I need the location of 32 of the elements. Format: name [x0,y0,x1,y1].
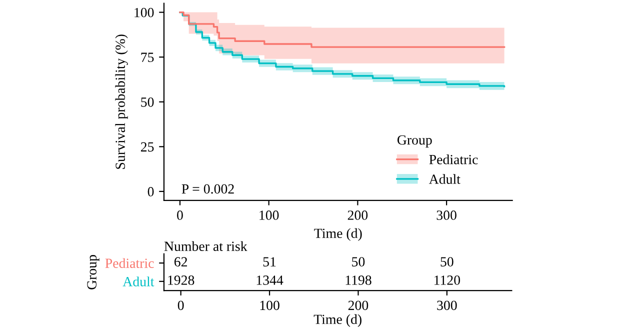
data-label: 62 [174,257,187,266]
data-label: 1928 [168,276,194,285]
y-tick-label: 100 [134,8,154,18]
y-tick-label: Adult [122,276,154,286]
y-tick-label: 0 [148,187,154,196]
x-axis-title: Time (d) [314,314,362,327]
legend-label: Adult [428,174,460,184]
x-tick-label: 200 [348,300,368,310]
data-label: 50 [440,257,454,266]
data-label: 1198 [346,276,372,285]
data-label: 1344 [256,276,284,285]
legend-label: Pediatric [429,154,478,164]
x-tick-label: 0 [177,210,183,220]
annotation: P = 0.002 [182,184,234,194]
x-tick-label: 100 [260,210,279,220]
y-tick-label: 50 [141,97,154,107]
legend-title: Group [397,135,432,148]
y-tick-label: Pediatric [105,258,154,268]
x-tick-label: 0 [178,300,184,310]
x-tick-label: 100 [260,300,280,310]
y-tick-label: 25 [140,142,154,152]
y-axis-title: Group [87,255,100,290]
x-axis-title: Time (d) [314,228,362,241]
x-tick-label: 300 [437,300,457,310]
x-tick-label: 300 [436,210,456,220]
y-axis-title: Survival probability (%) [115,34,128,169]
y-tick-label: 75 [141,52,154,62]
x-tick-label: 200 [348,210,368,220]
data-label: 1120 [434,276,460,285]
chart-title: Number at risk [164,241,248,252]
data-label: 50 [352,257,365,266]
data-label: 51 [263,257,276,266]
